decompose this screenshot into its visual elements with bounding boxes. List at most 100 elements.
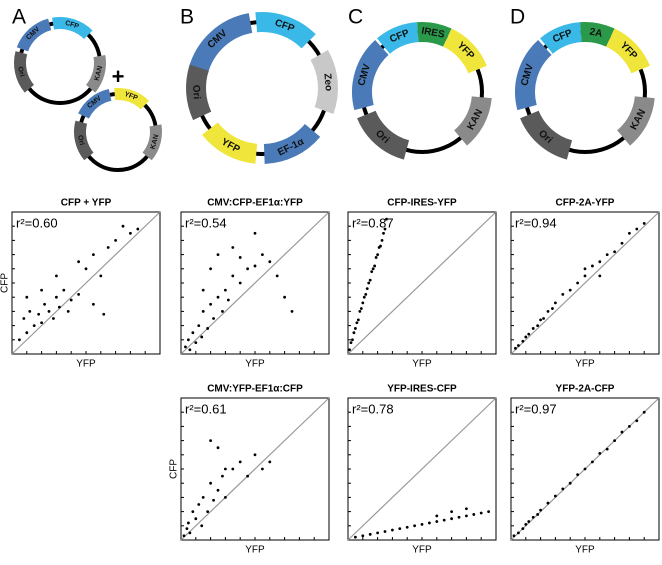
data-point xyxy=(539,508,542,512)
data-point xyxy=(84,267,88,271)
plasmid-feature xyxy=(605,28,650,74)
data-point xyxy=(450,517,453,521)
data-point xyxy=(361,534,365,538)
data-point xyxy=(364,292,368,296)
data-point xyxy=(216,295,220,299)
data-point xyxy=(371,267,375,271)
data-point xyxy=(216,446,220,450)
data-point xyxy=(598,451,602,455)
data-point xyxy=(182,534,186,538)
data-point xyxy=(361,301,365,305)
data-point xyxy=(465,514,468,518)
data-point xyxy=(354,535,357,539)
data-point xyxy=(450,510,453,513)
data-point xyxy=(376,253,379,256)
data-point xyxy=(531,327,535,330)
data-point xyxy=(212,498,215,502)
data-point xyxy=(542,317,545,320)
data-point xyxy=(479,511,483,515)
data-point xyxy=(187,338,190,342)
r-squared: r²=0.97 xyxy=(515,401,557,416)
plasmid-feature xyxy=(14,51,35,93)
data-point xyxy=(268,260,272,264)
data-point xyxy=(531,515,535,519)
data-point xyxy=(635,227,639,231)
data-point xyxy=(472,513,476,516)
data-point xyxy=(620,430,624,434)
data-point xyxy=(32,324,36,327)
data-point xyxy=(224,467,227,471)
plus-sign: + xyxy=(112,64,125,89)
data-point xyxy=(365,287,369,291)
data-point xyxy=(40,288,43,292)
data-point xyxy=(275,274,279,278)
data-point xyxy=(216,488,220,492)
data-point xyxy=(428,521,431,525)
feature-label: CFP xyxy=(64,20,80,31)
plasmid-feature xyxy=(520,110,573,160)
data-point xyxy=(514,346,517,350)
data-point xyxy=(47,310,51,313)
plasmid-feature xyxy=(580,22,615,47)
data-point xyxy=(521,339,525,343)
data-point xyxy=(187,521,190,525)
data-point xyxy=(517,531,520,535)
data-point xyxy=(43,302,46,306)
data-point xyxy=(206,327,210,330)
data-point xyxy=(457,515,461,519)
data-point xyxy=(628,425,631,428)
plasmid-feature xyxy=(186,64,212,121)
data-point xyxy=(376,531,379,535)
data-point xyxy=(55,295,58,299)
plasmid-feature xyxy=(114,88,150,110)
data-point xyxy=(283,295,286,299)
data-point xyxy=(613,439,616,442)
data-point xyxy=(373,264,377,268)
data-point xyxy=(212,317,215,320)
feature-label: Ori xyxy=(16,66,25,77)
data-point xyxy=(379,244,382,248)
data-point xyxy=(209,439,213,442)
data-point xyxy=(40,321,43,325)
data-point xyxy=(184,345,187,349)
data-point xyxy=(642,410,646,414)
plasmid-feature xyxy=(352,39,389,111)
data-point xyxy=(583,274,587,278)
plasmid-feature xyxy=(540,22,582,55)
plasmid-feature xyxy=(453,95,492,146)
data-point xyxy=(620,241,624,245)
data-point xyxy=(368,278,372,282)
data-point xyxy=(25,331,29,335)
data-point xyxy=(465,507,468,511)
chart-title: YFP-2A-CFP xyxy=(556,384,615,395)
x-axis-label: YFP xyxy=(575,359,595,370)
data-point xyxy=(554,301,557,305)
data-point xyxy=(261,253,264,256)
data-point xyxy=(216,253,220,256)
feature-label: Ori xyxy=(76,135,85,146)
data-point xyxy=(527,520,531,523)
data-point xyxy=(442,518,446,522)
data-point xyxy=(191,331,195,335)
data-point xyxy=(374,256,378,259)
feature-label: 2A xyxy=(589,27,604,40)
diagonal-line xyxy=(180,211,330,355)
data-point xyxy=(512,534,516,538)
data-point xyxy=(576,473,579,477)
data-point xyxy=(231,467,235,471)
data-point xyxy=(605,447,609,451)
data-point xyxy=(231,246,235,249)
data-point xyxy=(382,231,385,235)
data-point xyxy=(200,524,204,528)
feature-label: Zeo xyxy=(321,73,334,92)
data-point xyxy=(524,335,528,339)
data-point xyxy=(435,520,439,523)
data-point xyxy=(383,227,387,231)
data-point xyxy=(351,338,354,342)
data-point xyxy=(188,348,192,352)
data-point xyxy=(583,467,587,471)
data-point xyxy=(591,460,594,464)
data-point xyxy=(200,335,204,339)
data-point xyxy=(370,270,374,274)
